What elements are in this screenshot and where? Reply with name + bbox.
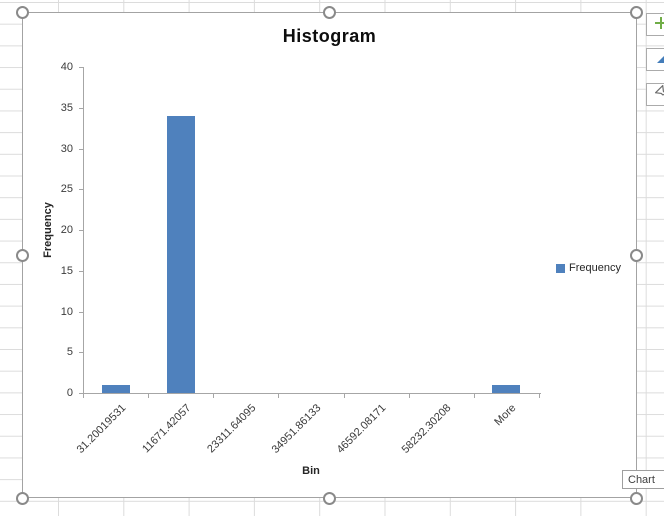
selection-handle-bottom-left[interactable] bbox=[16, 492, 29, 505]
x-axis-title[interactable]: Bin bbox=[302, 465, 320, 477]
y-tick-mark bbox=[79, 270, 83, 272]
selection-handle-bottom-middle[interactable] bbox=[323, 492, 336, 505]
y-tick-mark bbox=[79, 67, 83, 68]
x-tick-mark bbox=[278, 394, 280, 398]
legend-swatch bbox=[556, 263, 565, 273]
chart-tooltip-label: Chart bbox=[628, 473, 655, 486]
bar[interactable] bbox=[492, 384, 521, 393]
y-tick-label: 35 bbox=[60, 101, 73, 114]
x-tick-mark bbox=[343, 394, 345, 398]
chart-area[interactable]: Histogram Frequency Bin Frequency 0 5 10 15… bbox=[22, 12, 637, 498]
y-tick-mark bbox=[79, 393, 83, 394]
y-tick-label: 0 bbox=[66, 387, 73, 399]
x-tick-mark bbox=[473, 394, 475, 398]
y-tick-mark bbox=[79, 148, 83, 150]
y-tick-label: 20 bbox=[60, 224, 73, 236]
x-axis-line[interactable] bbox=[83, 393, 541, 394]
y-tick-mark bbox=[79, 230, 83, 231]
bar[interactable] bbox=[101, 384, 130, 393]
funnel-icon bbox=[654, 84, 664, 104]
x-tick-mark bbox=[83, 394, 84, 398]
y-tick-mark bbox=[79, 352, 83, 354]
chart-elements-button[interactable] bbox=[646, 13, 664, 36]
y-tick-label: 10 bbox=[60, 305, 73, 318]
y-tick-mark bbox=[79, 311, 83, 313]
x-tick-mark bbox=[408, 394, 410, 398]
x-tick-mark bbox=[148, 394, 150, 398]
chart-tooltip: Chart bbox=[622, 470, 664, 489]
y-tick-label: 5 bbox=[66, 346, 73, 359]
selection-handle-bottom-right[interactable] bbox=[630, 492, 643, 505]
y-tick-label: 15 bbox=[60, 264, 73, 277]
legend-label: Frequency bbox=[569, 262, 621, 274]
y-axis-line[interactable] bbox=[83, 67, 84, 394]
x-tick-mark bbox=[539, 394, 540, 398]
y-tick-mark bbox=[79, 107, 83, 109]
selection-handle-middle-right[interactable] bbox=[630, 249, 643, 262]
selection-handle-top-right[interactable] bbox=[630, 6, 643, 19]
y-tick-label: 30 bbox=[60, 142, 73, 155]
selection-handle-top-middle[interactable] bbox=[323, 6, 336, 19]
brush-icon bbox=[655, 50, 664, 70]
chart-filters-button[interactable] bbox=[646, 83, 664, 106]
chart-styles-button[interactable] bbox=[646, 48, 664, 71]
y-tick-label: 40 bbox=[60, 61, 73, 73]
y-tick-mark bbox=[79, 189, 83, 191]
x-tick-mark bbox=[213, 394, 215, 398]
bar[interactable] bbox=[166, 115, 195, 393]
selection-handle-top-left[interactable] bbox=[16, 6, 29, 19]
y-tick-label: 25 bbox=[60, 183, 73, 196]
legend[interactable]: Frequency bbox=[556, 262, 621, 274]
plus-icon bbox=[655, 16, 664, 34]
chart-title[interactable]: Histogram bbox=[282, 26, 377, 46]
selection-handle-middle-left[interactable] bbox=[16, 249, 29, 262]
